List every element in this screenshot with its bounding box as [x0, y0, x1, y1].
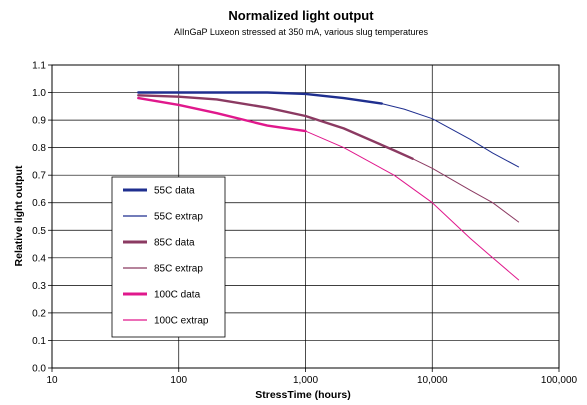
x-tick-label: 100,000	[541, 375, 578, 386]
legend-label-55c-extrap: 55C extrap	[154, 212, 203, 223]
legend: 55C data 55C extrap 85C data 85C extrap 100C…	[111, 176, 226, 338]
legend-label-85c-extrap: 85C extrap	[154, 264, 203, 275]
y-tick-label: 0.4	[32, 253, 46, 264]
series-line-85c-extrap	[412, 158, 520, 223]
series-line-55c-data	[137, 91, 383, 105]
y-tick-label: 0.3	[32, 281, 46, 292]
series-line-85c-data	[137, 94, 414, 160]
y-tick-label: 0.7	[32, 171, 46, 182]
x-axis-ticks: 10 100 1,000 10,000 100,000	[46, 368, 578, 386]
chart-title: Normalized light output	[228, 8, 374, 23]
y-tick-label: 1.0	[32, 88, 46, 99]
x-axis-label: StressTime (hours)	[255, 389, 351, 401]
legend-label-55c-data: 55C data	[154, 186, 195, 197]
y-axis-ticks: 0.0 0.1 0.2 0.3 0.4 0.5 0.6 0.7 0.8 0.9 1.0 1.1	[32, 61, 52, 375]
y-tick-label: 0.6	[32, 198, 46, 209]
y-tick-label: 0.8	[32, 143, 46, 154]
x-tick-label: 100	[170, 375, 187, 386]
x-tick-label: 10	[46, 375, 58, 386]
series-line-100c-extrap	[305, 130, 520, 281]
chart-subtitle: AlInGaP Luxeon stressed at 350 mA, vario…	[174, 27, 428, 37]
legend-box	[111, 176, 226, 338]
legend-label-85c-data: 85C data	[154, 238, 195, 249]
legend-items: 55C data 55C extrap 85C data 85C extrap 100C…	[123, 186, 209, 327]
y-tick-label: 0.9	[32, 116, 46, 127]
series-line-55c-extrap	[381, 103, 520, 168]
y-tick-label: 0.0	[32, 364, 46, 375]
y-tick-label: 0.2	[32, 308, 46, 319]
legend-label-100c-data: 100C data	[154, 290, 201, 301]
x-tick-label: 10,000	[417, 375, 448, 386]
legend-label-100c-extrap: 100C extrap	[154, 316, 209, 327]
y-tick-label: 0.5	[32, 226, 46, 237]
series-lines	[137, 91, 520, 281]
x-tick-label: 1,000	[293, 375, 318, 386]
y-tick-label: 0.1	[32, 336, 46, 347]
y-axis-label: Relative light output	[13, 165, 25, 266]
series-line-100c-data	[137, 96, 307, 133]
y-tick-label: 1.1	[32, 61, 46, 72]
